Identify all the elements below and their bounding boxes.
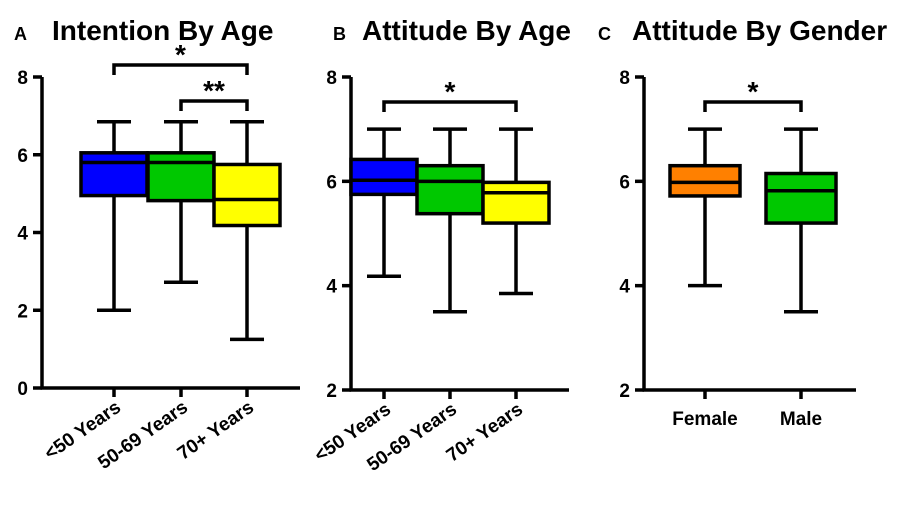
y-tick-label: 8 [619, 68, 630, 89]
panel-label-c: C [598, 24, 611, 44]
y-tick-label: 2 [326, 381, 337, 402]
box-70-years [481, 127, 551, 399]
panel-label-a: A [14, 24, 27, 44]
y-tick-label: 6 [17, 146, 28, 167]
plot-c: 2 4 6 8 Female Male * [619, 68, 856, 430]
panel-label-b: B [333, 24, 346, 44]
panel-c: C Attitude By Gender 2 4 6 8 Female Male * [598, 15, 887, 430]
panel-title-b: Attitude By Age [362, 15, 571, 46]
significance-label: * [175, 39, 186, 70]
box-50-69-years [146, 119, 216, 397]
iqr-box-50-69-years [146, 151, 216, 203]
iqr-box-50-years [79, 151, 149, 198]
significance-bracket [112, 63, 249, 75]
iqr-box-50-years [349, 157, 419, 197]
box-50-69-years [415, 127, 485, 399]
y-tick-label: 8 [17, 68, 28, 89]
iqr-box-70-years [481, 180, 551, 225]
y-tick-label: 4 [17, 224, 28, 245]
panel-title-c: Attitude By Gender [632, 15, 887, 46]
significance-bracket [179, 99, 249, 111]
box-50-years [79, 119, 149, 397]
panel-title-a: Intention By Age [52, 15, 273, 46]
y-tick-label: 2 [17, 301, 28, 322]
significance-label: ** [203, 75, 225, 106]
iqr-box-50-69-years [415, 163, 485, 216]
box-50-years [349, 127, 419, 399]
significance-bracket [382, 100, 518, 112]
box-male [764, 127, 838, 399]
y-tick-label: 6 [619, 172, 630, 193]
y-tick-label: 8 [326, 68, 337, 89]
significance-bracket [703, 100, 803, 112]
y-tick-label: 2 [619, 381, 630, 402]
box-70-years [212, 119, 282, 397]
y-tick-label: 4 [619, 277, 630, 298]
significance-label: * [748, 76, 759, 107]
box-female [668, 127, 742, 399]
x-tick-label-male: Male [780, 409, 822, 430]
y-tick-label: 4 [326, 277, 337, 298]
iqr-box-70-years [212, 162, 282, 228]
iqr-box-male [764, 171, 838, 225]
significance-label: * [445, 76, 456, 107]
x-tick-label-female: Female [672, 409, 737, 430]
y-tick-label: 6 [326, 172, 337, 193]
y-tick-label: 0 [17, 379, 28, 400]
